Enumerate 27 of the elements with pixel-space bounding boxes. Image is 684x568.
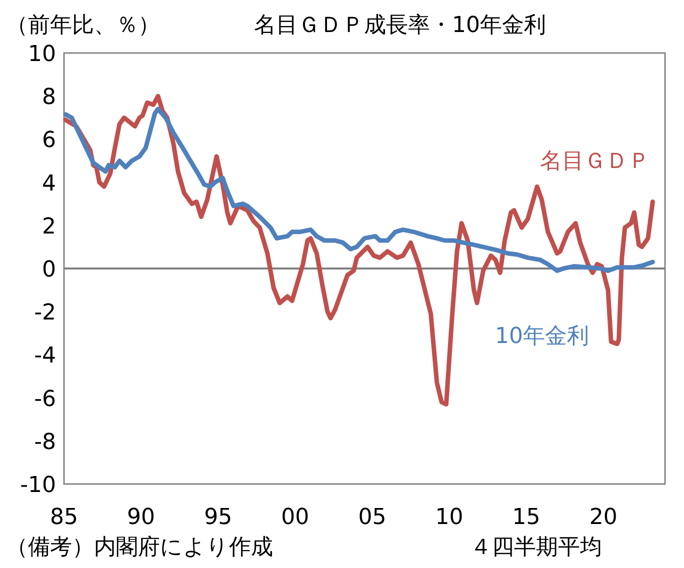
- text: ４四半期平均: [470, 535, 602, 560]
- x-tick-label: 95: [204, 505, 232, 530]
- y-axis-title: （前年比、％）: [6, 13, 160, 38]
- y-tick-label: 4: [42, 171, 56, 196]
- x-tick-label: 85: [50, 505, 78, 530]
- text: 10年金利: [495, 324, 589, 349]
- x-tick-label: 00: [281, 505, 310, 530]
- x-tick-label: 20: [589, 505, 618, 530]
- line-series: [63, 94, 655, 407]
- line-series: [63, 106, 655, 273]
- y-tick-label: -2: [34, 300, 56, 326]
- y-tick-label: 10: [28, 42, 56, 67]
- y-tick-label: 0: [42, 258, 56, 282]
- x-tick-label: 90: [127, 505, 156, 530]
- text: （備考）内閣府により作成: [6, 535, 273, 560]
- series-label: 名目ＧＤＰ: [540, 149, 650, 174]
- y-tick-label: -6: [34, 386, 56, 412]
- y-tick-label: -4: [34, 344, 56, 369]
- y-tick-label: -8: [34, 430, 56, 455]
- y-tick-label: 8: [42, 85, 56, 110]
- x-tick-label: 05: [358, 505, 386, 530]
- x-tick-label: 15: [512, 505, 540, 530]
- y-tick-label: -10: [20, 473, 56, 498]
- y-tick-label: 6: [42, 128, 56, 154]
- x-tick-label: 10: [435, 505, 464, 530]
- y-tick-label: 2: [42, 214, 56, 240]
- chart-title: 名目ＧＤＰ成長率・10年金利: [254, 13, 546, 38]
